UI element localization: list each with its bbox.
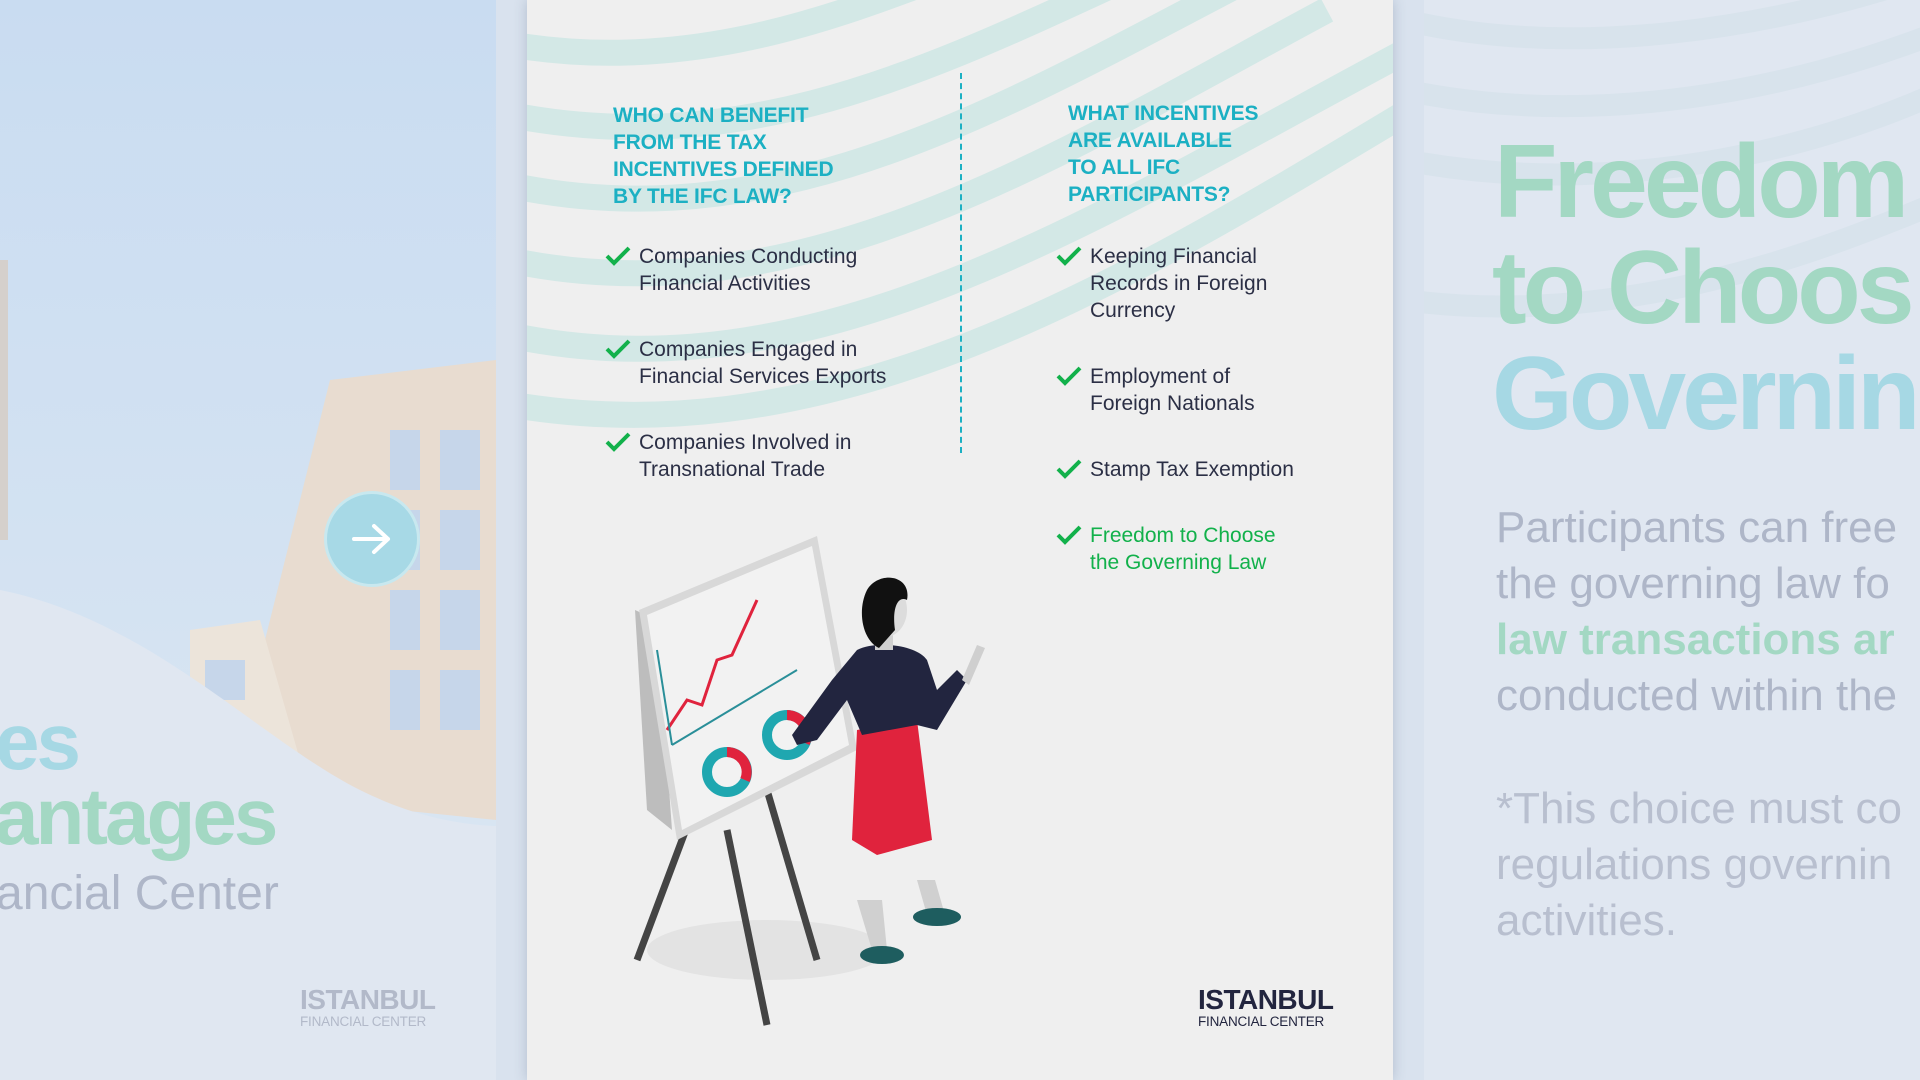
logo-wordmark: ISTANBUL: [300, 984, 436, 1015]
slide-footnote: *This choice must co regulations governi…: [1496, 784, 1902, 945]
list-item: Employment of Foreign Nationals: [1056, 363, 1294, 417]
wave-background: [527, 0, 1393, 428]
slide-title-line2: antages: [0, 772, 278, 861]
list-item-highlighted: Freedom to Choose the Governing Law: [1056, 522, 1294, 576]
check-icon: [1056, 459, 1082, 479]
check-icon: [1056, 246, 1082, 266]
next-slide-panel[interactable]: Freedom to Choos Governin Participants c…: [1424, 0, 1920, 1080]
slide-title-line2: to Choos: [1492, 230, 1915, 346]
logo-tagline: FINANCIAL CENTER: [1198, 1014, 1325, 1029]
right-column-list: Keeping Financial Records in Foreign Curre…: [1056, 243, 1294, 576]
right-column-heading: WHAT INCENTIVES ARE AVAILABLE TO ALL IFC…: [1068, 102, 1259, 206]
shadow: [647, 920, 887, 980]
check-icon: [605, 432, 631, 452]
easel: [633, 536, 857, 1026]
slide-title-line1: es: [0, 697, 81, 786]
check-icon: [605, 339, 631, 359]
previous-slide-panel[interactable]: es antages ancial Center ISTANBUL FINANC…: [0, 0, 496, 1080]
left-column-heading: WHO CAN BENEFIT FROM THE TAX INCENTIVES …: [613, 104, 834, 208]
list-item: Keeping Financial Records in Foreign Curre…: [1056, 243, 1294, 324]
slide-title-line1: Freedom: [1494, 124, 1909, 240]
ifc-logo: ISTANBUL FINANCIAL CENTER: [300, 984, 436, 1030]
slide-subtitle: ancial Center: [0, 867, 279, 920]
logo-tagline: FINANCIAL CENTER: [300, 1014, 427, 1029]
woman: [792, 577, 985, 964]
logo-wordmark: ISTANBUL: [1198, 984, 1334, 1015]
left-column-list: Companies Conducting Financial Activities…: [605, 243, 886, 483]
list-item: Companies Conducting Financial Activities: [605, 243, 886, 297]
next-arrow-button[interactable]: [324, 491, 420, 587]
presenter-illustration: [633, 536, 985, 1026]
list-item: Stamp Tax Exemption: [1056, 456, 1294, 483]
slide-title-line3: Governin: [1492, 336, 1920, 452]
check-icon: [1056, 366, 1082, 386]
column-divider: [960, 73, 962, 453]
arrow-right-icon: [352, 524, 390, 554]
list-item: Companies Involved in Transnational Trade: [605, 429, 886, 483]
current-slide-panel: WHO CAN BENEFIT FROM THE TAX INCENTIVES …: [527, 0, 1393, 1080]
check-icon: [605, 246, 631, 266]
wave-background: [1424, 0, 1920, 318]
ifc-logo: ISTANBUL FINANCIAL CENTER: [1198, 984, 1334, 1030]
list-item: Companies Engaged in Financial Services E…: [605, 336, 886, 390]
slide-body: Participants can free the governing law …: [1496, 503, 1898, 720]
check-icon: [1056, 525, 1082, 545]
